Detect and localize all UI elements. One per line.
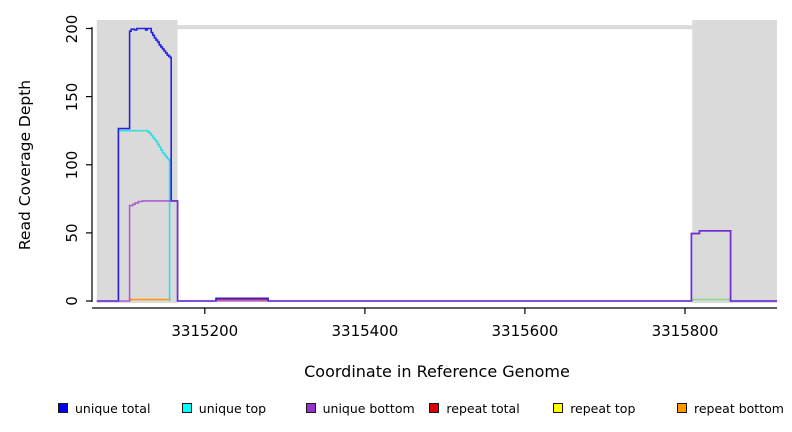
legend-label: repeat bottom bbox=[694, 400, 784, 416]
legend-item-repeat-bottom: repeat bottom bbox=[677, 400, 784, 416]
legend-label: repeat total bbox=[446, 400, 520, 416]
legend-item-unique-top: unique top bbox=[181, 400, 267, 416]
y-tick-label: 0 bbox=[63, 296, 81, 306]
legend-item-repeat-total: repeat total bbox=[429, 400, 520, 416]
x-tick-label: 3315600 bbox=[491, 322, 559, 340]
legend-label: repeat top bbox=[570, 400, 636, 416]
legend-label: unique total bbox=[75, 400, 151, 416]
right-gray-band bbox=[692, 20, 777, 303]
legend-swatch-unique-top bbox=[181, 403, 192, 413]
series-unique-total bbox=[96, 27, 777, 302]
y-tick-label: 100 bbox=[63, 150, 81, 180]
legend-item-repeat-top: repeat top bbox=[553, 400, 635, 416]
x-axis-title: Coordinate in Reference Genome bbox=[304, 362, 570, 381]
legend-swatch-unique-total bbox=[58, 403, 68, 413]
legend-item-unique-total: unique total bbox=[58, 400, 150, 416]
top-strip bbox=[96, 25, 778, 30]
y-tick-label: 50 bbox=[63, 223, 81, 243]
y-axis-title: Read Coverage Depth bbox=[16, 79, 34, 251]
legend-item-unique-bottom: unique bottom bbox=[305, 400, 415, 416]
legend-swatch-repeat-top bbox=[553, 403, 564, 413]
legend-label: unique top bbox=[198, 400, 267, 416]
x-tick-label: 3315400 bbox=[331, 322, 399, 340]
legend-swatch-repeat-total bbox=[429, 403, 440, 413]
legend-swatch-unique-bottom bbox=[305, 403, 316, 413]
legend-swatch-repeat-bottom bbox=[677, 403, 687, 413]
x-tick-label: 3315800 bbox=[651, 322, 719, 340]
series-unique-bottom bbox=[96, 200, 777, 302]
y-tick-label: 150 bbox=[63, 82, 81, 111]
series-unique-top bbox=[117, 129, 171, 301]
y-tick-label: 200 bbox=[63, 14, 81, 43]
left-gray-band bbox=[96, 20, 178, 303]
legend-label: unique bottom bbox=[322, 400, 415, 416]
x-tick-label: 3315200 bbox=[171, 322, 239, 340]
